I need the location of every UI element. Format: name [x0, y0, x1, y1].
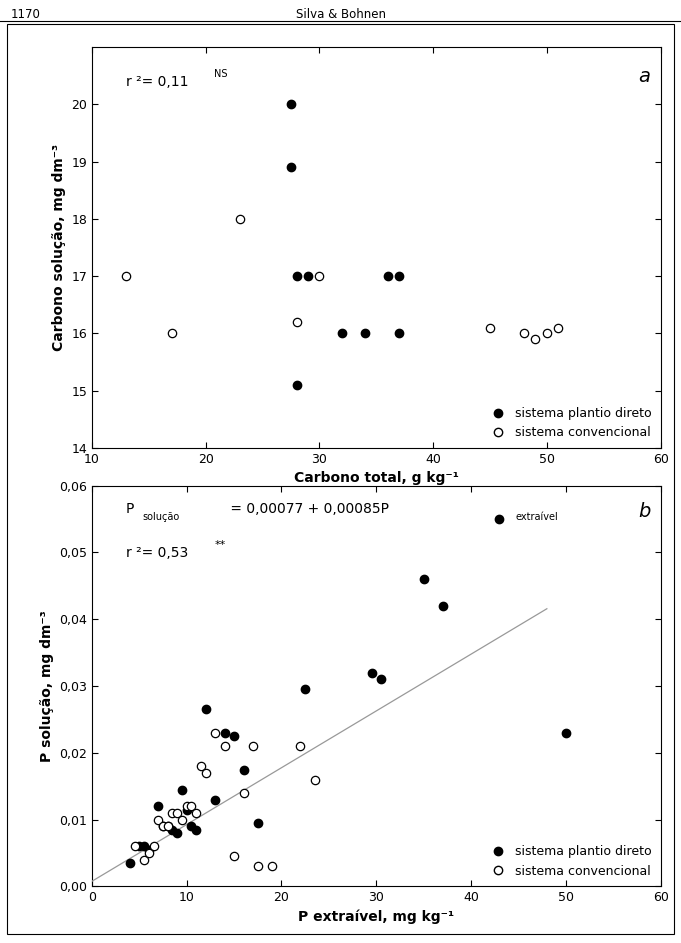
- Point: [139, 852, 150, 868]
- Point: [291, 269, 302, 284]
- Point: [234, 211, 245, 226]
- Text: P: P: [126, 502, 134, 516]
- Point: [195, 758, 206, 773]
- Text: NS: NS: [215, 69, 227, 79]
- Point: [153, 812, 163, 827]
- Text: a: a: [638, 67, 650, 86]
- Point: [560, 725, 571, 740]
- Point: [176, 812, 187, 827]
- Point: [143, 842, 154, 857]
- Point: [485, 320, 496, 335]
- Point: [139, 839, 150, 854]
- Point: [285, 97, 296, 112]
- Legend: sistema plantio direto, sistema convencional: sistema plantio direto, sistema convenci…: [483, 843, 654, 880]
- Text: 1170: 1170: [10, 8, 40, 21]
- Point: [153, 799, 163, 814]
- Text: r ²= 0,11: r ²= 0,11: [126, 75, 189, 90]
- Point: [166, 326, 177, 341]
- Point: [167, 805, 178, 820]
- Point: [181, 799, 192, 814]
- Point: [494, 511, 505, 526]
- Point: [309, 772, 320, 787]
- Point: [382, 269, 393, 284]
- Point: [253, 859, 264, 874]
- Point: [200, 766, 211, 781]
- Point: [121, 269, 131, 284]
- Point: [266, 859, 277, 874]
- Point: [300, 682, 311, 697]
- Point: [210, 725, 221, 740]
- Text: extraível: extraível: [516, 512, 558, 521]
- Point: [437, 598, 448, 613]
- Point: [125, 855, 136, 870]
- Point: [157, 819, 168, 834]
- Point: [172, 825, 183, 840]
- Point: [143, 846, 154, 861]
- Point: [181, 802, 192, 818]
- Text: b: b: [638, 502, 650, 521]
- Point: [375, 671, 386, 687]
- Point: [134, 839, 145, 854]
- Point: [291, 314, 302, 329]
- Text: solução: solução: [142, 512, 179, 521]
- X-axis label: Carbono total, g kg⁻¹: Carbono total, g kg⁻¹: [294, 472, 459, 486]
- Point: [541, 326, 552, 341]
- Y-axis label: P solução, mg dm⁻³: P solução, mg dm⁻³: [39, 610, 54, 762]
- Point: [295, 738, 306, 753]
- X-axis label: P extraível, mg kg⁻¹: P extraível, mg kg⁻¹: [298, 910, 454, 924]
- Point: [248, 738, 259, 753]
- Point: [253, 816, 264, 831]
- Point: [219, 725, 230, 740]
- Point: [229, 849, 240, 864]
- Point: [167, 822, 178, 837]
- Point: [238, 786, 249, 801]
- Point: [157, 819, 168, 834]
- Point: [172, 805, 183, 820]
- Point: [210, 792, 221, 807]
- Text: r ²= 0,53: r ²= 0,53: [126, 546, 189, 560]
- Point: [200, 702, 211, 717]
- Point: [186, 799, 197, 814]
- Point: [291, 377, 302, 392]
- Point: [519, 326, 530, 341]
- Text: **: **: [215, 539, 225, 550]
- Point: [418, 571, 429, 587]
- Point: [176, 782, 187, 797]
- Text: = 0,00077 + 0,00085P: = 0,00077 + 0,00085P: [225, 502, 389, 516]
- Point: [302, 269, 313, 284]
- Point: [162, 819, 173, 834]
- Point: [148, 839, 159, 854]
- Point: [285, 160, 296, 175]
- Point: [162, 819, 173, 834]
- Point: [360, 326, 370, 341]
- Point: [191, 822, 202, 837]
- Point: [530, 332, 541, 347]
- Point: [219, 738, 230, 753]
- Point: [314, 269, 325, 284]
- Point: [186, 819, 197, 834]
- Legend: sistema plantio direto, sistema convencional: sistema plantio direto, sistema convenci…: [483, 405, 654, 441]
- Y-axis label: Carbono solução, mg dm⁻³: Carbono solução, mg dm⁻³: [52, 144, 65, 351]
- Text: Silva & Bohnen: Silva & Bohnen: [296, 8, 385, 21]
- Point: [553, 320, 564, 335]
- Point: [191, 805, 202, 820]
- Point: [336, 326, 347, 341]
- Point: [238, 762, 249, 777]
- Point: [129, 839, 140, 854]
- Point: [394, 269, 405, 284]
- Point: [366, 665, 377, 680]
- Point: [229, 729, 240, 744]
- Point: [394, 326, 405, 341]
